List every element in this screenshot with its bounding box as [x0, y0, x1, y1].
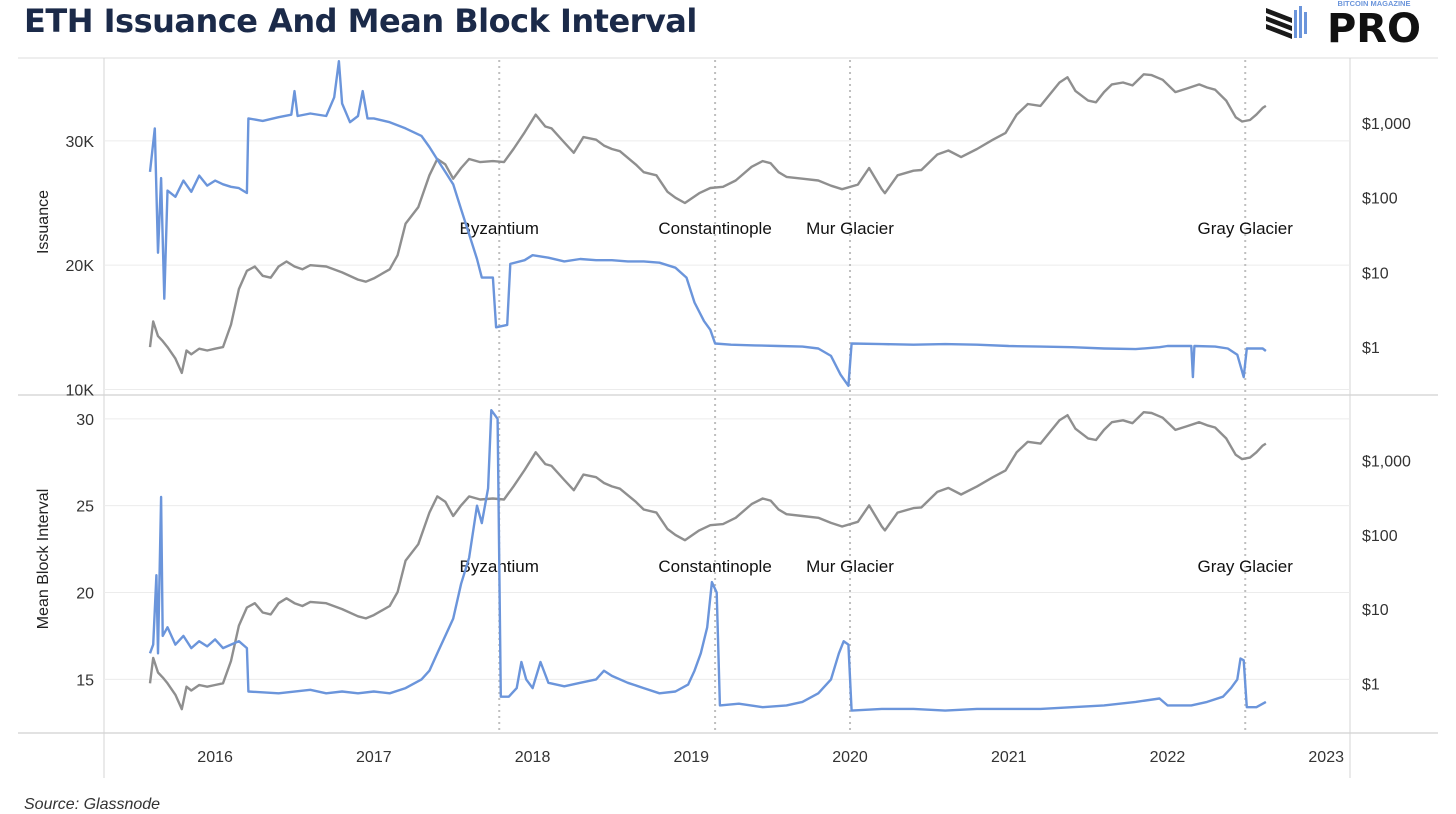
y-axis-label: Mean Block Interval	[35, 489, 52, 630]
event-label: Gray Glacier	[1198, 557, 1294, 576]
event-label: Gray Glacier	[1198, 219, 1294, 238]
y2-tick-label: $100	[1362, 191, 1398, 208]
y-tick-label: 10K	[66, 383, 95, 400]
price-series-line	[148, 411, 1267, 711]
y-tick-label: 15	[76, 672, 94, 689]
price-series-line	[148, 73, 1267, 375]
issuance-series-line	[148, 60, 1267, 387]
logo-stripes-icon	[1266, 8, 1292, 39]
x-tick-label: 2022	[1150, 749, 1186, 766]
x-axis: 2016 2017 2018 2019 2020 2021 2022 2023	[197, 749, 1344, 766]
y2-tick-label: $10	[1362, 602, 1389, 619]
event-label: Mur Glacier	[806, 219, 894, 238]
y-tick-label: 30	[76, 412, 94, 429]
logo-big-text: PRO	[1327, 6, 1421, 46]
y2-tick-label: $1,000	[1362, 116, 1411, 133]
y-tick-label: 20	[76, 586, 94, 603]
event-label: Mur Glacier	[806, 557, 894, 576]
x-tick-label: 2021	[991, 749, 1027, 766]
x-tick-label: 2020	[832, 749, 868, 766]
block-interval-series-line	[148, 409, 1267, 712]
logo-candles-icon	[1294, 6, 1307, 38]
event-label: Constantinople	[658, 557, 771, 576]
y2-tick-label: $1	[1362, 676, 1380, 693]
x-tick-label: 2018	[515, 749, 551, 766]
y-axis-label: Issuance	[35, 190, 52, 254]
logo-small-text: BITCOIN MAGAZINE	[1338, 0, 1411, 8]
source-note: Source: Glassnode	[24, 796, 161, 813]
issuance-panel: 10K 20K 30K $1 $10 $100 $1,000 Issuance Byzantiu…	[35, 60, 1411, 400]
chart-frame	[18, 57, 1438, 778]
chart-title: ETH Issuance And Mean Block Interval	[24, 2, 697, 40]
x-tick-label: 2023	[1308, 749, 1344, 766]
y2-tick-label: $10	[1362, 265, 1389, 282]
y-tick-label: 25	[76, 499, 94, 516]
y2-tick-label: $100	[1362, 528, 1398, 545]
event-label: Byzantium	[460, 219, 539, 238]
x-tick-label: 2017	[356, 749, 392, 766]
event-label: Constantinople	[658, 219, 771, 238]
y-tick-label: 30K	[66, 134, 95, 151]
x-tick-label: 2016	[197, 749, 233, 766]
block-interval-panel: 15 20 25 30 $1 $10 $100 $1,000 Mean Block Interv…	[35, 398, 1411, 730]
bitcoin-magazine-pro-logo: BITCOIN MAGAZINE PRO	[1266, 0, 1421, 46]
y-tick-label: 20K	[66, 258, 95, 275]
y2-tick-label: $1	[1362, 340, 1380, 357]
y2-tick-label: $1,000	[1362, 454, 1411, 471]
x-tick-label: 2019	[673, 749, 709, 766]
